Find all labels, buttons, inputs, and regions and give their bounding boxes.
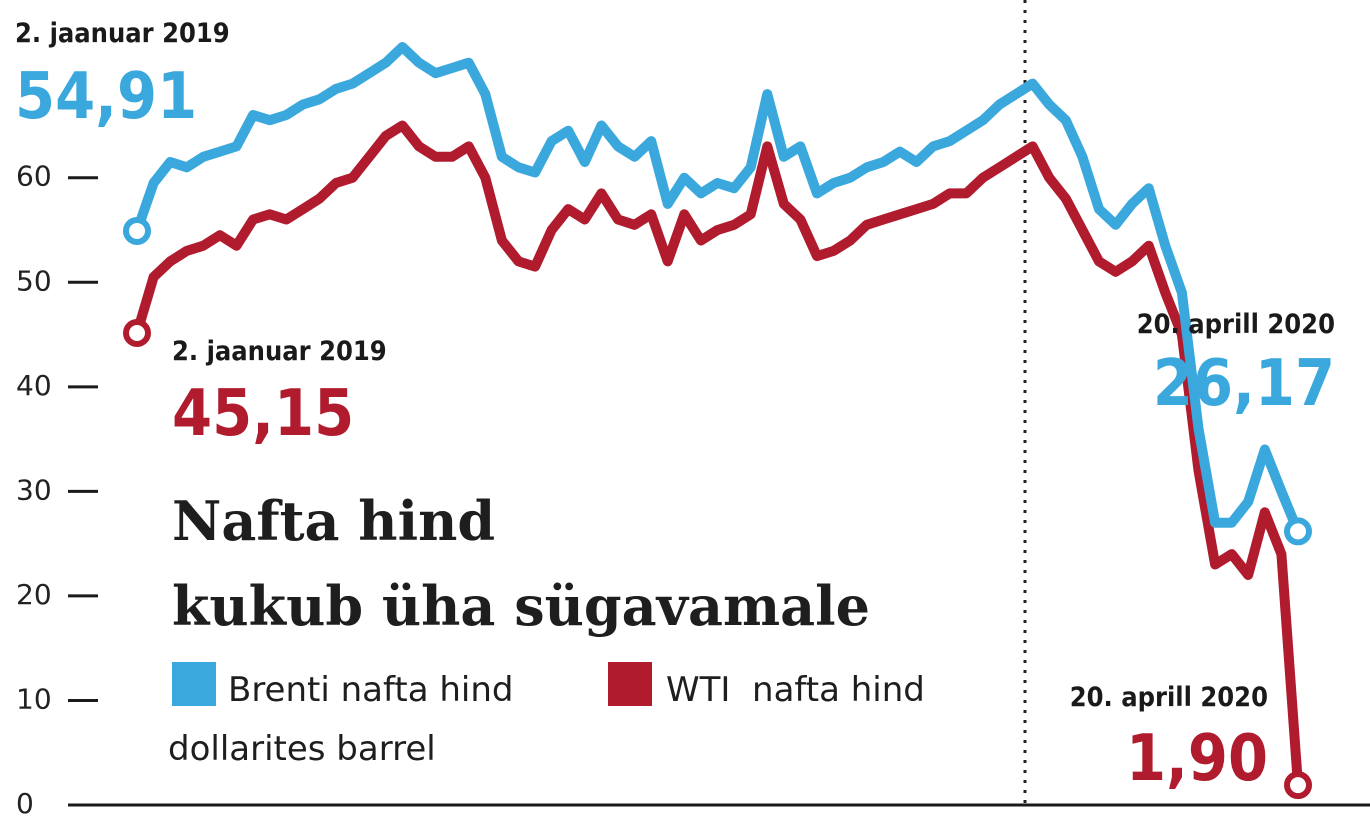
annotation-date: 20. aprill 2020 <box>1070 682 1268 713</box>
chart-title: Nafta hind <box>172 489 495 553</box>
annotation-date: 2. jaanuar 2019 <box>172 336 387 367</box>
subtitle: dollarites barrel <box>168 729 436 769</box>
chart-title: kukub üha sügavamale <box>172 574 870 638</box>
y-tick-label: 0 <box>16 787 34 820</box>
end-marker <box>123 216 151 245</box>
end-marker <box>123 318 151 347</box>
y-tick-label: 40 <box>16 369 52 402</box>
legend-label: Brenti nafta hind <box>228 670 513 710</box>
y-tick-label: 30 <box>16 473 52 506</box>
y-tick-label: 20 <box>16 578 52 611</box>
annotation-value: 1,90 <box>1126 722 1268 796</box>
line <box>132 120 1303 791</box>
annotation-date: 20. aprill 2020 <box>1137 309 1335 340</box>
annotation-value: 26,17 <box>1153 347 1335 421</box>
line <box>132 42 1303 537</box>
y-tick-label: 60 <box>16 160 52 193</box>
y-tick-label: 10 <box>16 682 52 715</box>
end-marker <box>1284 517 1312 546</box>
annotation-value: 45,15 <box>172 377 354 451</box>
annotation-date: 2. jaanuar 2019 <box>15 18 230 49</box>
y-tick-label: 50 <box>16 264 52 297</box>
end-marker <box>1284 771 1312 800</box>
annotation-value: 54,91 <box>15 60 197 134</box>
legend-label: WTI nafta hind <box>666 670 925 710</box>
legend-swatch <box>172 662 216 706</box>
legend-swatch <box>608 662 652 706</box>
